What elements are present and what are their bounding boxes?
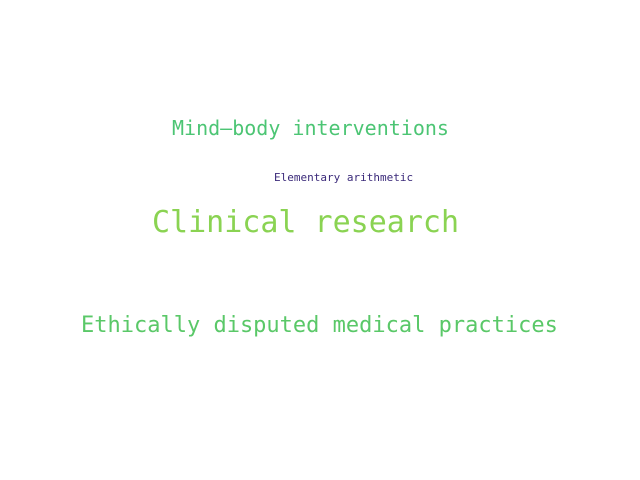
word-clinical-research: Clinical research [152, 205, 460, 240]
word-elementary-arithmetic: Elementary arithmetic [274, 171, 414, 184]
word-ethically-disputed-medical-practices: Ethically disputed medical practices [81, 313, 558, 338]
word-mind-body-interventions: Mind–body interventions [172, 116, 449, 140]
